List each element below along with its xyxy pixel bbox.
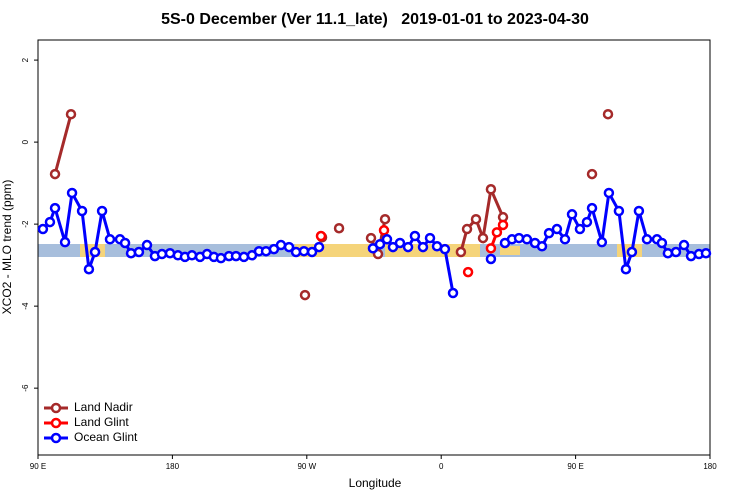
series-line (53, 113, 73, 175)
data-point (439, 243, 451, 255)
chart-title: 5S-0 December (Ver 11.1_late) 2019-01-01… (161, 11, 589, 28)
x-tick-label: 90 E (30, 462, 46, 471)
data-point (543, 227, 555, 239)
data-point (670, 246, 682, 258)
data-point (626, 246, 638, 258)
data-point (700, 247, 712, 259)
data-point (417, 241, 429, 253)
data-point (381, 234, 393, 245)
data-point (470, 213, 482, 225)
data-point (447, 287, 459, 299)
data-point (641, 234, 653, 245)
data-point (424, 232, 436, 244)
data-point (66, 187, 78, 199)
data-point (485, 243, 497, 254)
data-point (656, 237, 668, 249)
data-point (513, 232, 525, 244)
data-point (306, 246, 318, 258)
data-point (678, 239, 690, 251)
data-point (409, 230, 421, 242)
data-point (461, 223, 473, 235)
data-point (491, 227, 503, 238)
data-point (566, 209, 578, 220)
land-band (500, 246, 520, 255)
data-point (581, 216, 593, 228)
data-point (133, 246, 145, 258)
data-point (379, 213, 391, 225)
data-point (485, 253, 497, 265)
plot-frame (37, 39, 711, 456)
data-point (603, 187, 615, 199)
y-tick-label: -6 (21, 384, 30, 392)
x-tick-label: 90 W (297, 462, 316, 471)
legend-marker (50, 417, 62, 429)
data-point (365, 232, 377, 244)
data-point (283, 241, 295, 253)
data-point (119, 237, 131, 249)
series-line (504, 188, 707, 270)
data-point (477, 232, 489, 244)
data-point (156, 248, 168, 260)
data-point (613, 205, 625, 217)
data-point (521, 234, 533, 245)
data-point (104, 234, 116, 245)
y-tick-label: 0 (21, 139, 30, 144)
data-point (620, 263, 632, 275)
y-tick-label: 2 (21, 57, 30, 62)
x-tick-label: 180 (703, 462, 717, 471)
y-tick-label: -4 (21, 302, 30, 310)
data-point (574, 223, 586, 235)
data-point (299, 289, 311, 301)
data-point (586, 168, 598, 180)
data-point (536, 241, 548, 252)
data-point (497, 219, 509, 231)
data-point (485, 184, 497, 195)
data-point (586, 202, 598, 214)
x-axis-label: Longitude (349, 476, 402, 490)
data-point (455, 246, 467, 258)
data-point (602, 108, 614, 120)
data-point (186, 250, 198, 261)
x-tick-label: 0 (439, 462, 444, 471)
data-point (238, 251, 250, 263)
data-point (215, 252, 227, 264)
y-axis-label: XCO2 - MLO trend (ppm) (0, 180, 14, 315)
data-point (402, 241, 414, 253)
legend-marker (50, 432, 62, 444)
legend-label: Land Nadir (74, 400, 133, 414)
x-tick-label: 90 E (567, 462, 583, 471)
data-point (596, 236, 608, 248)
data-point (333, 222, 345, 234)
data-point (662, 247, 674, 259)
data-point (374, 238, 386, 250)
legend-label: Ocean Glint (74, 430, 138, 444)
data-point (76, 205, 88, 217)
legend-marker (50, 402, 62, 414)
data-point (83, 263, 95, 275)
data-point (96, 205, 108, 217)
data-point (89, 246, 101, 258)
data-point (559, 234, 571, 245)
legend-label: Land Glint (74, 415, 129, 429)
data-point (313, 241, 325, 253)
data-point (125, 247, 137, 259)
data-point (141, 239, 153, 251)
data-point (633, 205, 645, 217)
data-point (551, 223, 563, 235)
data-point (462, 266, 474, 278)
data-point (49, 202, 61, 214)
data-point (49, 168, 61, 180)
data-point (298, 245, 310, 257)
data-point (59, 236, 71, 248)
data-point (315, 230, 327, 242)
x-tick-label: 180 (166, 462, 180, 471)
data-point (37, 223, 49, 235)
data-point (65, 108, 77, 120)
data-point (44, 216, 56, 228)
data-point (394, 237, 406, 249)
data-point (275, 239, 287, 251)
data-point (378, 225, 390, 236)
y-tick-label: -2 (21, 220, 30, 228)
